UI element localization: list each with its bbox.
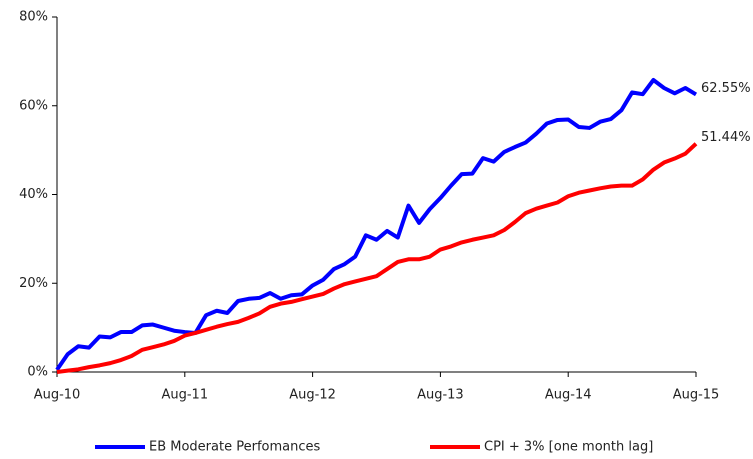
legend-label: CPI + 3% [one month lag] (484, 440, 653, 455)
x-tick-label: Aug-10 (34, 388, 81, 403)
y-tick-label: 40% (19, 187, 48, 202)
y-tick-label: 60% (19, 98, 48, 113)
series-line (55, 78, 698, 371)
x-tick-label: Aug-12 (289, 388, 336, 403)
y-tick-label: 0% (27, 365, 48, 380)
x-tick-label: Aug-13 (417, 388, 464, 403)
x-tick-label: Aug-11 (161, 388, 208, 403)
y-tick-label: 80% (19, 10, 48, 25)
data-label: 62.55% (701, 81, 751, 96)
x-tick-label: Aug-14 (545, 388, 592, 403)
x-tick-label: Aug-15 (673, 388, 720, 403)
legend-label: EB Moderate Perfomances (149, 440, 320, 455)
y-tick-label: 20% (19, 276, 48, 291)
data-label: 51.44% (701, 130, 751, 145)
series-line (56, 142, 698, 374)
